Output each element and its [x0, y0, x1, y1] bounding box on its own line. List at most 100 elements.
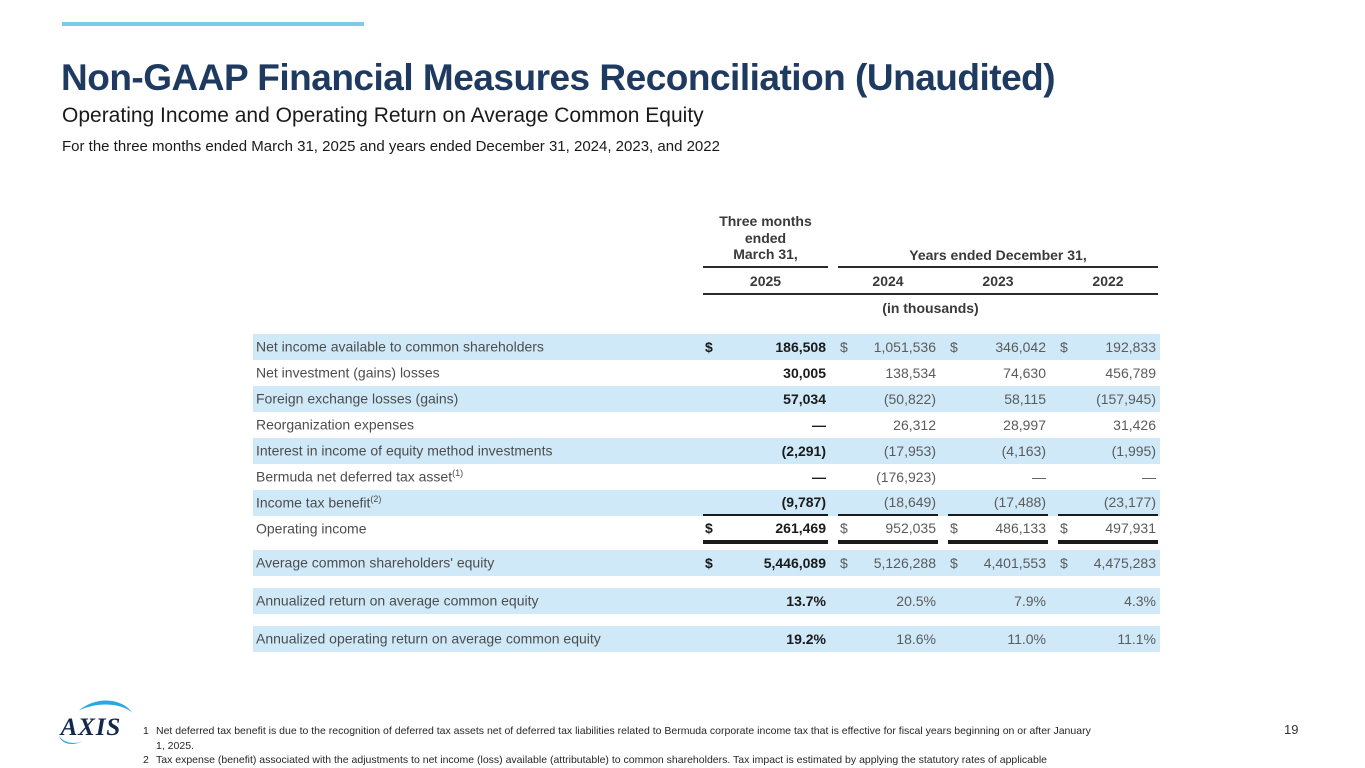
footnote-text: Net deferred tax benefit is due to the r… [156, 725, 1091, 752]
footnotes: 1 Net deferred tax benefit is due to the… [143, 724, 1093, 768]
year-header-2023: 2023 [982, 272, 1014, 289]
logo-swoosh-bottom [59, 735, 83, 744]
cell-value-2022: (157,945) [1096, 390, 1156, 407]
accent-line [62, 22, 364, 26]
cell-value-2022: 11.1% [1117, 630, 1156, 647]
column-group-years-ended: Years ended December 31, [838, 247, 1158, 268]
period-line: For the three months ended March 31, 202… [62, 138, 720, 155]
table-units-row: (in thousands) [253, 295, 1160, 320]
year-header-2024: 2024 [872, 272, 904, 289]
cell-value-2022: (23,177) [1103, 493, 1156, 510]
dollar-sign: $ [1060, 519, 1068, 536]
dollar-sign: $ [840, 519, 848, 536]
cell-value-2025: 186,508 [775, 338, 826, 355]
dollar-sign: $ [705, 554, 713, 571]
row-label: Income tax benefit [256, 494, 371, 511]
cell-value-2025: 30,005 [783, 364, 826, 381]
cell-value-2023: 7.9% [1014, 592, 1046, 609]
cell-value-2022: — [1142, 468, 1156, 485]
cell-value-2023: 346,042 [995, 338, 1046, 355]
page-title: Non-GAAP Financial Measures Reconciliati… [61, 57, 1056, 98]
cell-value-2022: 4.3% [1124, 592, 1156, 609]
cell-value-2024: 952,035 [885, 519, 936, 536]
year-header-2022: 2022 [1092, 272, 1124, 289]
row-label: Net income available to common sharehold… [256, 338, 544, 355]
cell-value-2024: 1,051,536 [873, 338, 936, 355]
footnote-ref-1: (1) [452, 468, 464, 479]
row-label: Annualized operating return on average c… [256, 630, 601, 647]
axis-logo-graphic: AXIS [59, 700, 133, 744]
table-row-income-tax-benefit: Income tax benefit(2) (9,787) (18,649) (… [253, 489, 1160, 516]
table-row-annualized-return: Annualized return on average common equi… [253, 587, 1160, 614]
cell-value-2024: (176,923) [876, 468, 936, 485]
cell-value-2023: 11.0% [1007, 630, 1046, 647]
table-header-groups: Three months ended March 31, Years ended… [253, 213, 1160, 268]
cell-value-2023: 74,630 [1003, 364, 1046, 381]
cell-value-2022: 4,475,283 [1093, 554, 1156, 571]
dollar-sign: $ [705, 519, 713, 536]
page-number: 19 [1284, 722, 1299, 737]
table-row-reorganization: Reorganization expenses — 26,312 28,997 … [253, 412, 1160, 438]
footnote-number: 2 [143, 754, 149, 767]
cell-value-2022: 456,789 [1105, 364, 1156, 381]
table-row-average-common-equity: Average common shareholders' equity $5,4… [253, 549, 1160, 576]
dollar-sign: $ [705, 338, 713, 355]
footnote-number: 1 [143, 725, 149, 737]
row-label: Foreign exchange losses (gains) [256, 390, 459, 407]
dollar-sign: $ [950, 519, 958, 536]
cell-value-2023: — [1032, 468, 1046, 485]
axis-logo: AXIS [56, 697, 140, 752]
cell-value-2024: (50,822) [883, 390, 936, 407]
cell-value-2025: (2,291) [781, 442, 826, 459]
cell-value-2024: 5,126,288 [873, 554, 936, 571]
footnote-1: 1 Net deferred tax benefit is due to the… [143, 724, 1093, 753]
cell-value-2022: 497,931 [1105, 519, 1156, 536]
dollar-sign: $ [840, 554, 848, 571]
page-subtitle: Operating Income and Operating Return on… [62, 104, 704, 127]
row-label: Bermuda net deferred tax asset [256, 468, 453, 485]
cell-value-2025: 19.2% [786, 630, 826, 647]
cell-value-2023: (17,488) [993, 493, 1046, 510]
cell-value-2023: 28,997 [1003, 416, 1046, 433]
dollar-sign: $ [1060, 338, 1068, 355]
cell-value-2024: 18.6% [896, 630, 936, 647]
logo-text: AXIS [59, 714, 121, 741]
table-row-operating-income: Operating income $261,469 $952,035 $486,… [253, 516, 1160, 544]
cell-value-2025: 57,034 [783, 390, 826, 407]
row-label: Reorganization expenses [256, 416, 414, 433]
dollar-sign: $ [950, 338, 958, 355]
units-label: (in thousands) [882, 299, 979, 316]
table-row-net-income: Net income available to common sharehold… [253, 333, 1160, 360]
logo-swoosh-top [78, 700, 133, 713]
cell-value-2025: — [812, 468, 826, 485]
cell-value-2024: 20.5% [896, 592, 936, 609]
row-label: Interest in income of equity method inve… [256, 442, 553, 459]
row-label: Average common shareholders' equity [256, 554, 495, 571]
footnote-ref-2: (2) [370, 494, 382, 505]
table-header-years: 2025 2024 2023 2022 [253, 268, 1160, 295]
cell-value-2025: 5,446,089 [763, 554, 826, 571]
row-label: Operating income [256, 520, 367, 537]
cell-value-2023: 486,133 [995, 519, 1046, 536]
dollar-sign: $ [950, 554, 958, 571]
cell-value-2023: 4,401,553 [983, 554, 1046, 571]
table-row-annualized-operating-return: Annualized operating return on average c… [253, 625, 1160, 652]
column-group-three-months: Three months ended March 31, [703, 213, 828, 268]
cell-value-2023: (4,163) [1001, 442, 1046, 459]
cell-value-2024: 26,312 [893, 416, 936, 433]
footnote-2: 2 Tax expense (benefit) associated with … [143, 753, 1093, 768]
footnote-text: Tax expense (benefit) associated with th… [156, 754, 1048, 767]
table-row-bermuda-deferred-tax: Bermuda net deferred tax asset(1) — (176… [253, 464, 1160, 490]
cell-value-2025: 261,469 [775, 519, 826, 536]
table-row-foreign-exchange: Foreign exchange losses (gains) 57,034 (… [253, 385, 1160, 412]
table-row-net-investment: Net investment (gains) losses 30,005 138… [253, 360, 1160, 386]
cell-value-2024: 138,534 [885, 364, 936, 381]
cell-value-2022: 31,426 [1113, 416, 1156, 433]
cell-value-2025: 13.7% [786, 592, 826, 609]
cell-value-2024: (17,953) [883, 442, 936, 459]
table-row-equity-method-investments: Interest in income of equity method inve… [253, 437, 1160, 464]
dollar-sign: $ [840, 338, 848, 355]
reconciliation-table: Three months ended March 31, Years ended… [253, 213, 1160, 652]
cell-value-2022: (1,995) [1111, 442, 1156, 459]
